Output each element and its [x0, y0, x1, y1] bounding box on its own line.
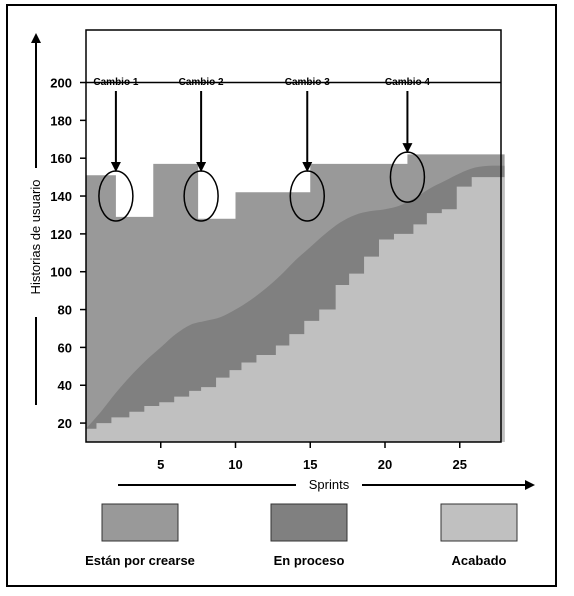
legend-swatch-por-crearse — [101, 503, 179, 542]
plot-areas — [86, 154, 505, 442]
annotation-ellipse — [183, 170, 219, 222]
x-axis-title: Sprints — [309, 477, 350, 492]
y-tick-label: 140 — [50, 189, 72, 204]
legend-label-en-proceso: En proceso — [274, 553, 345, 568]
y-tick-label: 100 — [50, 265, 72, 280]
plot-frame — [85, 29, 502, 443]
y-tick-label: 120 — [50, 227, 72, 242]
annotation-ellipse — [389, 151, 426, 203]
legend-label-acabado: Acabado — [452, 553, 507, 568]
annotation-ellipse — [98, 170, 134, 222]
area-acabado — [86, 177, 505, 442]
y-tick-label: 180 — [50, 113, 72, 128]
y-tick-label: 160 — [50, 151, 72, 166]
annotation-label: Cambio 4 — [385, 77, 430, 88]
x-tick-label: 15 — [303, 457, 317, 472]
annotation-ellipse — [289, 170, 326, 222]
annotation-label: Cambio 2 — [179, 77, 224, 88]
change-annotations: Cambio 1 Cambio 2 Cambio 3 Cambio 4 — [93, 77, 430, 222]
x-tick-label: 5 — [157, 457, 164, 472]
x-tick-label: 20 — [378, 457, 392, 472]
y-tick-label: 200 — [50, 76, 72, 91]
figure-frame — [6, 4, 557, 587]
legend-label-por-crearse: Están por crearse — [85, 553, 195, 568]
y-tick-label: 40 — [58, 378, 72, 393]
x-axis-ticks: 5 10 15 20 25 — [157, 442, 467, 472]
legend-swatch-en-proceso — [270, 503, 348, 542]
annotation-label: Cambio 3 — [285, 77, 330, 88]
y-tick-label: 20 — [58, 416, 72, 431]
y-axis-title: Historias de usuario — [28, 180, 43, 295]
y-tick-label: 60 — [58, 340, 72, 355]
x-tick-label: 10 — [228, 457, 242, 472]
legend-swatch-acabado — [440, 503, 518, 542]
legend: Están por crearse En proceso Acabado — [85, 503, 518, 568]
annotation-label: Cambio 1 — [93, 77, 138, 88]
x-tick-label: 25 — [453, 457, 467, 472]
y-tick-label: 80 — [58, 303, 72, 318]
y-axis-ticks: 20 40 60 80 100 120 140 160 180 200 — [50, 76, 86, 431]
